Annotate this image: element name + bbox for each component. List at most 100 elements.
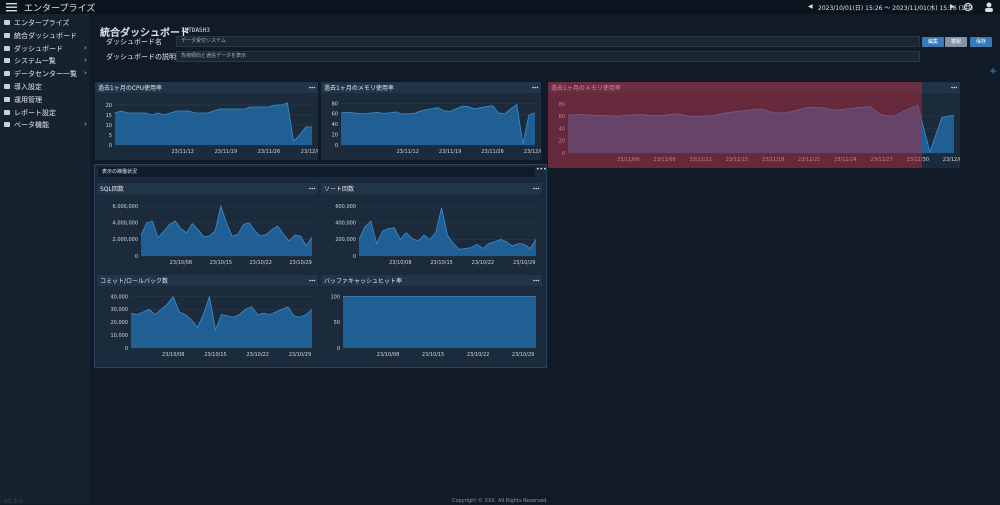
- chart-panel: ソート回数 0 200,000 400,000 600,000 23/10/08 23/10…: [321, 183, 542, 271]
- menu-dot: [535, 187, 537, 190]
- area: [131, 296, 312, 348]
- desc-field[interactable]: 負荷傾向と通信データを表示: [176, 51, 920, 62]
- dashboard-id: INTDASH3: [181, 27, 210, 34]
- chevron: ›: [84, 56, 87, 65]
- menu-item[interactable]: エンタープライズ: [14, 19, 70, 27]
- desc-label: ダッシュボードの説明: [106, 53, 176, 61]
- line: [114, 102, 312, 142]
- panel-header: [95, 82, 318, 93]
- y-tick-label: 15: [106, 113, 112, 119]
- y-tick-label: 10: [106, 123, 112, 129]
- y-tick-label: 100: [330, 294, 340, 300]
- menu-item[interactable]: ダッシュボード: [14, 44, 63, 53]
- menu-dot: [311, 279, 313, 282]
- button[interactable]: 保存: [970, 37, 992, 47]
- menu-icon: [4, 71, 10, 77]
- menu-item[interactable]: ベータ機能: [14, 121, 49, 130]
- x-tick-label: 23/10/08: [162, 352, 184, 358]
- menu-item[interactable]: データセンター一覧: [14, 70, 77, 79]
- x-tick-label: 23/10/29: [289, 352, 311, 358]
- menu-icon: [4, 45, 10, 51]
- y-tick-label: 40: [332, 122, 338, 128]
- panel-bg: [97, 183, 318, 271]
- menu-item[interactable]: システム一覧: [14, 57, 56, 66]
- y-tick-label: 5: [109, 133, 112, 139]
- next[interactable]: ▶: [950, 3, 955, 10]
- x-tick-label: 23/10/29: [512, 352, 534, 358]
- x-tick-label: 23/11/27: [870, 157, 892, 163]
- menu-item[interactable]: 統合ダッシュボード: [14, 31, 77, 40]
- x-tick-label: 23/11/24: [834, 157, 856, 163]
- area: [343, 296, 536, 348]
- menu-dot: [535, 279, 537, 282]
- x-tick-label: 23/11/26: [258, 149, 280, 155]
- date-range[interactable]: 2023/10/01(日) 15:26 〜 2023/11/01(水) 15:2…: [818, 5, 974, 12]
- prev[interactable]: ◀: [808, 3, 813, 10]
- menu-dot: [311, 86, 313, 89]
- menu-dot: [313, 86, 316, 89]
- name-field[interactable]: データ受付システム: [176, 36, 920, 47]
- x-tick-label: 23/10/22: [472, 260, 494, 266]
- menu-icon: [4, 20, 10, 25]
- y-tick-label: 20: [559, 139, 565, 145]
- group-title: 表示の稼働状況: [98, 167, 535, 177]
- y-tick-label: 4,000,000: [113, 221, 138, 227]
- refresh-icon[interactable]: [963, 2, 973, 12]
- chart-panel: コミット/ロールバック数 0 10,000 20,000 30,000 40,000 23/…: [97, 275, 318, 363]
- x-tick-label: 23/11/26: [481, 149, 503, 155]
- x-tick-label: 23/10/15: [204, 352, 226, 358]
- y-tick-label: 0: [337, 346, 340, 352]
- menu-item[interactable]: レポート設定: [14, 108, 56, 117]
- x-tick-label: 23/12/03: [943, 157, 960, 163]
- chart-panel: バッファキャッシュヒット率 0 50 100 23/10/08 23/10/15 23/10…: [321, 275, 542, 363]
- menu-dot: [953, 86, 955, 89]
- app-title: エンタープライズ: [24, 4, 96, 14]
- panel-bg: [321, 183, 542, 271]
- line: [340, 103, 536, 145]
- chart-title: コミット/ロールバック数: [100, 277, 168, 285]
- x-tick-label: 23/11/19: [439, 149, 461, 155]
- line: [358, 207, 537, 250]
- button[interactable]: 複製: [945, 37, 967, 47]
- x-tick-label: 23/11/21: [798, 157, 820, 163]
- area: [115, 103, 312, 145]
- x-tick-label: 23/10/29: [289, 260, 311, 266]
- chart-panel: 過去1ヶ月のCPU使用率 0 5 10 15 20 23/11/12 23/11/19 23/1…: [95, 82, 318, 160]
- x-tick-label: 23/10/15: [422, 352, 444, 358]
- user-icon[interactable]: [984, 2, 996, 12]
- menu-icon[interactable]: [6, 2, 18, 12]
- y-tick-label: 10,000: [111, 333, 129, 339]
- chart-title: バッファキャッシュヒット率: [324, 277, 402, 285]
- chart-panel: SQL回数 0 2,000,000 4,000,000 6,000,000 23/10/0…: [97, 183, 318, 271]
- y-tick-label: 20: [332, 132, 338, 138]
- y-tick-label: 40: [559, 126, 565, 132]
- version: v3.5.0: [4, 498, 23, 505]
- menu-dot: [311, 187, 313, 190]
- area: [141, 206, 312, 256]
- chart-title: SQL回数: [100, 185, 124, 193]
- menu-item[interactable]: 運用管理: [14, 95, 42, 104]
- y-tick-label: 30,000: [111, 307, 129, 313]
- area: [359, 207, 536, 256]
- group-menu[interactable]: •••: [536, 166, 547, 173]
- x-tick-label: 23/11/09: [653, 157, 675, 163]
- y-tick-label: 400,000: [335, 221, 356, 227]
- menu-item[interactable]: 導入設定: [14, 83, 42, 91]
- button[interactable]: 編集: [922, 37, 944, 47]
- panel-header: [321, 82, 541, 93]
- add-icon[interactable]: +: [989, 66, 998, 77]
- panel-header: [97, 183, 318, 194]
- x-tick-label: 23/10/22: [249, 260, 271, 266]
- x-tick-label: 23/10/08: [377, 352, 399, 358]
- menu-icon: [4, 96, 10, 102]
- y-tick-label: 0: [353, 254, 356, 260]
- top-bar: エンタープライズ ◀ 2023/10/01(日) 15:26 〜 2023/11…: [0, 0, 1000, 14]
- x-tick-label: 23/10/08: [170, 260, 192, 266]
- y-tick-label: 80: [559, 102, 565, 108]
- menu-icon: [4, 109, 10, 115]
- menu-dot: [537, 279, 540, 282]
- menu-dot: [313, 279, 316, 282]
- menu-dot: [313, 187, 316, 190]
- x-tick-label: 23/11/19: [215, 149, 237, 155]
